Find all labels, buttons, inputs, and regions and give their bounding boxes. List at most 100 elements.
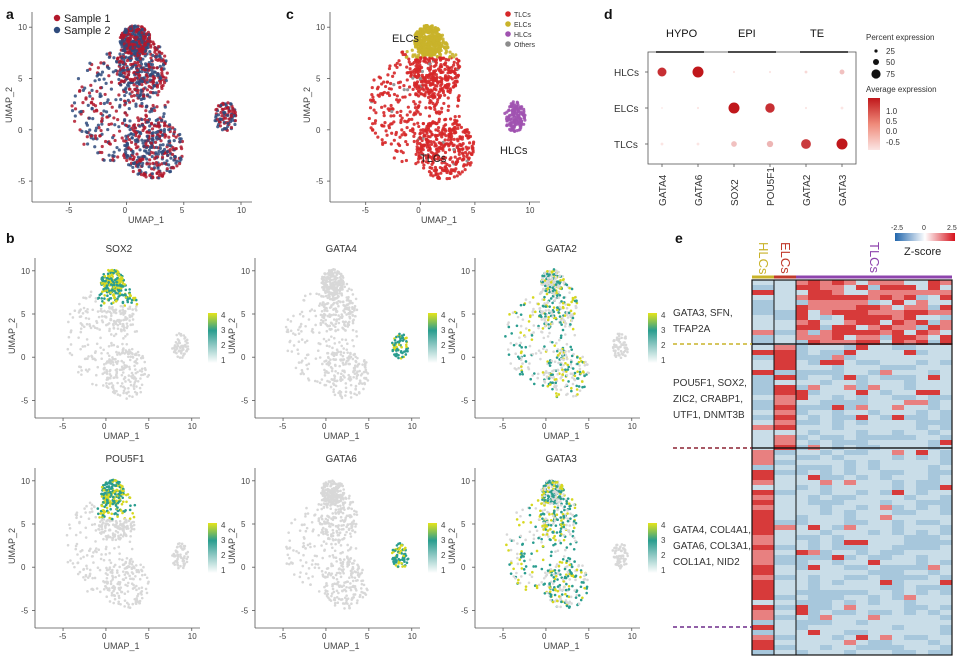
cell-point [556,280,559,284]
cell-point [427,114,432,118]
cell-point [433,28,437,32]
cell-point [117,289,121,293]
cell-point [79,315,83,318]
cell-point [567,380,570,383]
cell-point [158,146,162,150]
cell-point [395,94,399,98]
cell-point [137,31,141,35]
cell-point [352,344,356,348]
cell-point [354,297,358,301]
cell-point [119,328,123,331]
cell-point [292,314,295,318]
cell-point [109,296,113,300]
cell-point [548,273,551,276]
cell-point [100,122,104,126]
cell-point [319,321,322,325]
cell-point [143,149,147,153]
cell-point [347,306,351,309]
cell-point [126,36,130,41]
cell-point [122,328,126,331]
cell-point [67,320,70,324]
cell-point [84,309,88,313]
cell-point [91,357,95,361]
cell-point [124,150,128,154]
cell-point [449,138,453,142]
cell-point [161,143,165,147]
cell-point [140,356,143,360]
cell-point [453,155,457,159]
cell-point [138,104,142,108]
cell-point [107,344,111,348]
cell-point [112,376,116,380]
cell-point [456,126,460,131]
cell-point [154,91,158,95]
cell-point [508,113,512,117]
cell-point [557,296,560,300]
cell-point [405,50,409,54]
cell-point [519,358,523,362]
cell-point [418,131,422,135]
cell-point [101,372,105,376]
cell-point [339,375,343,379]
cell-point [161,63,166,67]
cell-point [135,160,139,164]
cell-point [133,88,137,92]
cell-point [432,50,436,54]
cell-point [347,362,350,366]
cell-point [554,377,558,381]
cell-point [107,153,111,157]
cell-point [127,84,131,88]
cell-point [135,152,139,156]
cell-point [107,122,111,127]
cell-point [128,348,131,352]
cell-point [88,94,92,98]
cell-point [117,148,121,152]
cell-point [322,316,326,320]
cell-point [551,340,554,344]
cell-point [349,299,352,303]
cell-point [385,80,389,84]
cell-point [135,84,139,89]
cell-point [619,345,622,349]
cell-point [433,25,438,30]
cell-point [109,122,114,126]
legend-swatch-others [505,41,511,47]
cell-point [124,44,128,48]
cell-point [426,37,430,41]
cell-point [540,291,543,294]
cell-point [105,65,110,69]
y-tick-label: 0 [316,126,321,135]
cell-point [405,339,408,343]
cell-point [128,81,132,85]
cell-point [423,42,427,46]
cell-point [391,74,395,78]
cell-point [581,385,584,389]
cell-point [555,384,558,388]
cell-point [162,171,166,175]
cell-point [328,324,331,328]
cell-point [382,124,386,128]
cell-point [564,322,567,325]
cell-point [131,169,135,174]
cell-point [141,128,145,133]
cell-point [339,372,343,376]
cell-point [544,309,548,312]
cell-point [373,131,378,135]
cell-point [125,365,128,369]
cell-point [340,396,344,400]
cell-point [115,280,119,284]
cell-point [315,292,318,296]
cell-point [132,385,135,388]
cell-point [157,50,162,54]
cell-point [447,176,452,181]
cell-point [142,96,146,101]
cell-point [116,381,119,385]
cell-point [360,382,364,385]
cell-point [307,362,311,366]
cell-point [568,286,571,290]
cell-point [555,294,559,297]
cell-point [134,368,137,371]
cell-point [89,83,93,87]
cell-point [341,354,345,358]
